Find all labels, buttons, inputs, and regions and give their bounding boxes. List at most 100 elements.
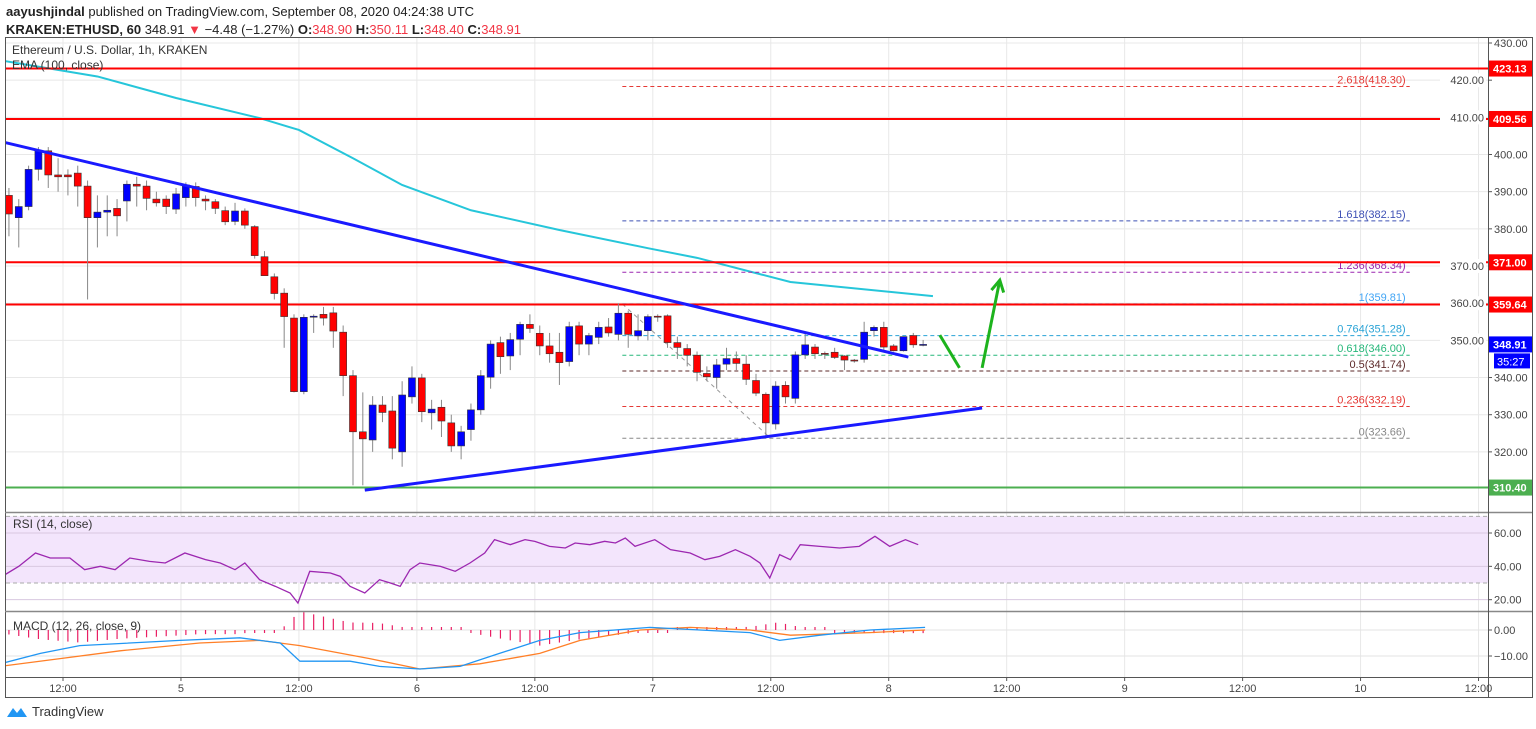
- fib-level-label: 1.618(382.15): [1337, 209, 1406, 221]
- author-name[interactable]: aayushjindal: [6, 4, 85, 19]
- candle-body: [398, 394, 406, 453]
- green-arrow-line: [938, 334, 961, 369]
- candle: [771, 381, 780, 430]
- tradingview-logo[interactable]: TradingView: [6, 704, 104, 719]
- candle: [378, 396, 387, 423]
- time-tick-label: 12:00: [285, 683, 313, 695]
- candle: [899, 336, 908, 352]
- candle-body: [653, 315, 662, 318]
- candle-body: [34, 150, 43, 170]
- candle-body: [388, 410, 397, 449]
- time-tick-label: 12:00: [993, 683, 1021, 695]
- price-tick-label: 410.00: [1450, 112, 1484, 124]
- candle: [762, 392, 770, 439]
- high-label: H:: [355, 22, 370, 37]
- candle: [516, 321, 524, 356]
- candle: [211, 199, 220, 214]
- countdown-label: 35:27: [1497, 356, 1525, 368]
- candle: [231, 202, 239, 226]
- candle: [162, 195, 171, 214]
- support-trend-line: [364, 406, 983, 492]
- candle-body: [486, 343, 495, 378]
- candle-body: [6, 195, 13, 215]
- candle-body: [771, 385, 780, 425]
- candle-body: [781, 385, 790, 398]
- candle-body: [113, 208, 121, 217]
- candle-body: [880, 327, 888, 348]
- candle-body: [250, 226, 259, 256]
- candle: [319, 306, 328, 326]
- price-tick-label: 380.00: [1494, 224, 1528, 236]
- candle-body: [368, 404, 377, 441]
- candle: [24, 165, 33, 211]
- candle-body: [722, 358, 731, 365]
- candle-body: [732, 358, 741, 364]
- candle: [614, 303, 623, 341]
- macd-signal-line: [6, 626, 926, 670]
- candle: [486, 340, 495, 389]
- fib-level-label: 0.764(351.28): [1337, 324, 1406, 336]
- resistance-price-badge: [1489, 110, 1532, 127]
- candle: [309, 314, 318, 333]
- candle: [703, 366, 711, 382]
- candle: [496, 336, 505, 374]
- candle-body: [624, 312, 633, 335]
- candle: [585, 332, 593, 356]
- candle: [604, 318, 613, 337]
- candle-body: [211, 201, 220, 209]
- candle: [113, 199, 121, 237]
- candle-body: [142, 185, 151, 199]
- publish-text: published on TradingView.com, September …: [88, 4, 475, 19]
- resistance-price-label: 371.00: [1493, 257, 1527, 269]
- arrow-head-icon: [990, 277, 1006, 294]
- candle: [388, 396, 397, 460]
- candle-body: [339, 331, 347, 376]
- candle: [368, 396, 377, 452]
- candle-body: [516, 324, 524, 340]
- candle: [54, 158, 62, 192]
- axes[interactable]: 12:00 5 12:00 6 12:00 7 12:00 8 12:00 9 12:00 10 12:…: [49, 38, 1532, 695]
- candle-body: [290, 317, 298, 392]
- candle-body: [909, 335, 918, 346]
- candle-body: [349, 375, 357, 433]
- candle: [467, 403, 475, 441]
- publish-info: aayushjindal published on TradingView.co…: [6, 4, 474, 19]
- candle: [290, 314, 298, 393]
- candle-body: [752, 380, 760, 394]
- candle-body: [526, 324, 534, 329]
- candle-body: [221, 210, 229, 223]
- fib-level-label: 0.5(341.74): [1349, 359, 1405, 371]
- price-tick-label: 420.00: [1450, 75, 1484, 87]
- candle-body: [231, 210, 239, 222]
- time-tick-label: 12:00: [757, 683, 785, 695]
- candle-body: [123, 183, 131, 202]
- low-label: L:: [411, 22, 425, 37]
- time-tick-label: 10: [1354, 683, 1366, 695]
- candle-body: [24, 169, 33, 207]
- candle: [349, 370, 357, 486]
- candle: [437, 399, 446, 438]
- candle: [594, 321, 603, 345]
- candle-body: [535, 332, 544, 347]
- candle-body: [870, 327, 878, 331]
- candle: [250, 225, 259, 259]
- candle: [142, 180, 151, 211]
- candle: [850, 358, 859, 363]
- candle: [575, 321, 583, 356]
- time-tick-label: 12:00: [1229, 683, 1257, 695]
- last-price-badge: [1489, 336, 1532, 353]
- grid: [6, 38, 1488, 677]
- candle-body: [132, 183, 141, 187]
- macd-legend: MACD (12, 26, close, 9): [13, 619, 141, 633]
- candle-body: [201, 198, 210, 202]
- support-price-label: 310.40: [1493, 483, 1527, 495]
- candle-body: [840, 355, 849, 361]
- last-price-label: 348.91: [1493, 339, 1527, 351]
- ema-legend: EMA (100, close): [12, 58, 103, 72]
- candle: [280, 288, 288, 348]
- candle-body: [614, 312, 623, 335]
- candle-body: [742, 363, 750, 380]
- rsi-line: [6, 535, 919, 605]
- candle: [359, 392, 367, 486]
